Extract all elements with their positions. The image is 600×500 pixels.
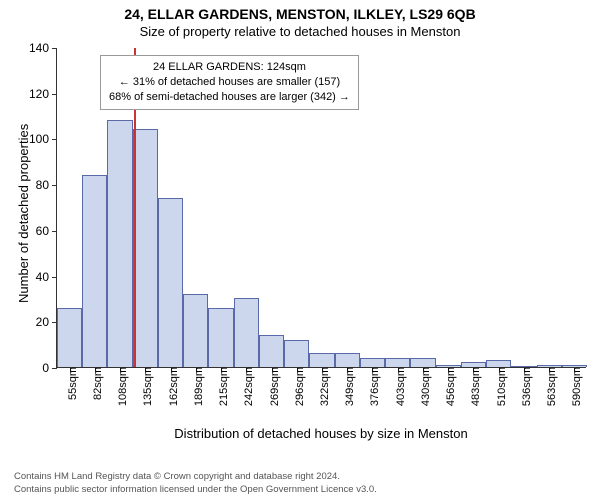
y-tick-label: 140 xyxy=(29,41,57,55)
x-tick-label: 483sqm xyxy=(464,367,482,406)
x-tick-label: 162sqm xyxy=(162,367,180,406)
x-tick-label: 510sqm xyxy=(490,367,508,406)
histogram-chart: 24, ELLAR GARDENS, MENSTON, ILKLEY, LS29… xyxy=(0,0,600,500)
x-tick-label: 189sqm xyxy=(187,367,205,406)
y-tick-label: 40 xyxy=(36,270,57,284)
histogram-bar xyxy=(57,308,82,367)
annotation-line: 68% of semi-detached houses are larger (… xyxy=(109,90,350,105)
x-tick-label: 590sqm xyxy=(565,367,583,406)
histogram-bar xyxy=(234,298,259,367)
annotation-line: ← 31% of detached houses are smaller (15… xyxy=(109,75,350,90)
x-tick-label: 456sqm xyxy=(439,367,457,406)
x-tick-label: 215sqm xyxy=(212,367,230,406)
y-tick-label: 60 xyxy=(36,224,57,238)
x-tick-label: 242sqm xyxy=(237,367,255,406)
histogram-bar xyxy=(82,175,107,367)
histogram-bar xyxy=(183,294,208,367)
histogram-bar xyxy=(410,358,435,367)
y-tick-label: 100 xyxy=(29,132,57,146)
y-tick-label: 120 xyxy=(29,87,57,101)
x-tick-label: 55sqm xyxy=(61,367,79,400)
x-tick-label: 403sqm xyxy=(389,367,407,406)
histogram-bar xyxy=(107,120,132,367)
histogram-bar xyxy=(158,198,183,367)
x-tick-label: 376sqm xyxy=(363,367,381,406)
footer-attribution: Contains HM Land Registry data © Crown c… xyxy=(0,471,377,496)
histogram-bar xyxy=(133,129,158,367)
histogram-bar xyxy=(284,340,309,367)
footer-line-1: Contains HM Land Registry data © Crown c… xyxy=(14,471,377,483)
x-tick-label: 563sqm xyxy=(540,367,558,406)
x-tick-label: 108sqm xyxy=(111,367,129,406)
x-tick-label: 536sqm xyxy=(515,367,533,406)
histogram-bar xyxy=(385,358,410,367)
footer-line-2: Contains public sector information licen… xyxy=(14,484,377,496)
chart-title: 24, ELLAR GARDENS, MENSTON, ILKLEY, LS29… xyxy=(0,0,600,22)
y-tick-label: 0 xyxy=(42,361,57,375)
histogram-bar xyxy=(335,353,360,367)
x-tick-label: 269sqm xyxy=(263,367,281,406)
histogram-bar xyxy=(486,360,511,367)
x-tick-label: 135sqm xyxy=(136,367,154,406)
y-tick-label: 80 xyxy=(36,178,57,192)
histogram-bar xyxy=(208,308,233,367)
histogram-bar xyxy=(360,358,385,367)
annotation-line: 24 ELLAR GARDENS: 124sqm xyxy=(109,60,350,75)
histogram-bar xyxy=(309,353,334,367)
x-tick-label: 322sqm xyxy=(313,367,331,406)
chart-subtitle: Size of property relative to detached ho… xyxy=(0,22,600,39)
x-tick-label: 349sqm xyxy=(338,367,356,406)
annotation-box: 24 ELLAR GARDENS: 124sqm← 31% of detache… xyxy=(100,55,359,110)
histogram-bar xyxy=(259,335,284,367)
x-tick-label: 430sqm xyxy=(414,367,432,406)
x-axis-label: Distribution of detached houses by size … xyxy=(56,426,586,441)
y-axis-label: Number of detached properties xyxy=(16,124,31,303)
x-tick-label: 296sqm xyxy=(288,367,306,406)
x-tick-label: 82sqm xyxy=(86,367,104,400)
y-tick-label: 20 xyxy=(36,315,57,329)
